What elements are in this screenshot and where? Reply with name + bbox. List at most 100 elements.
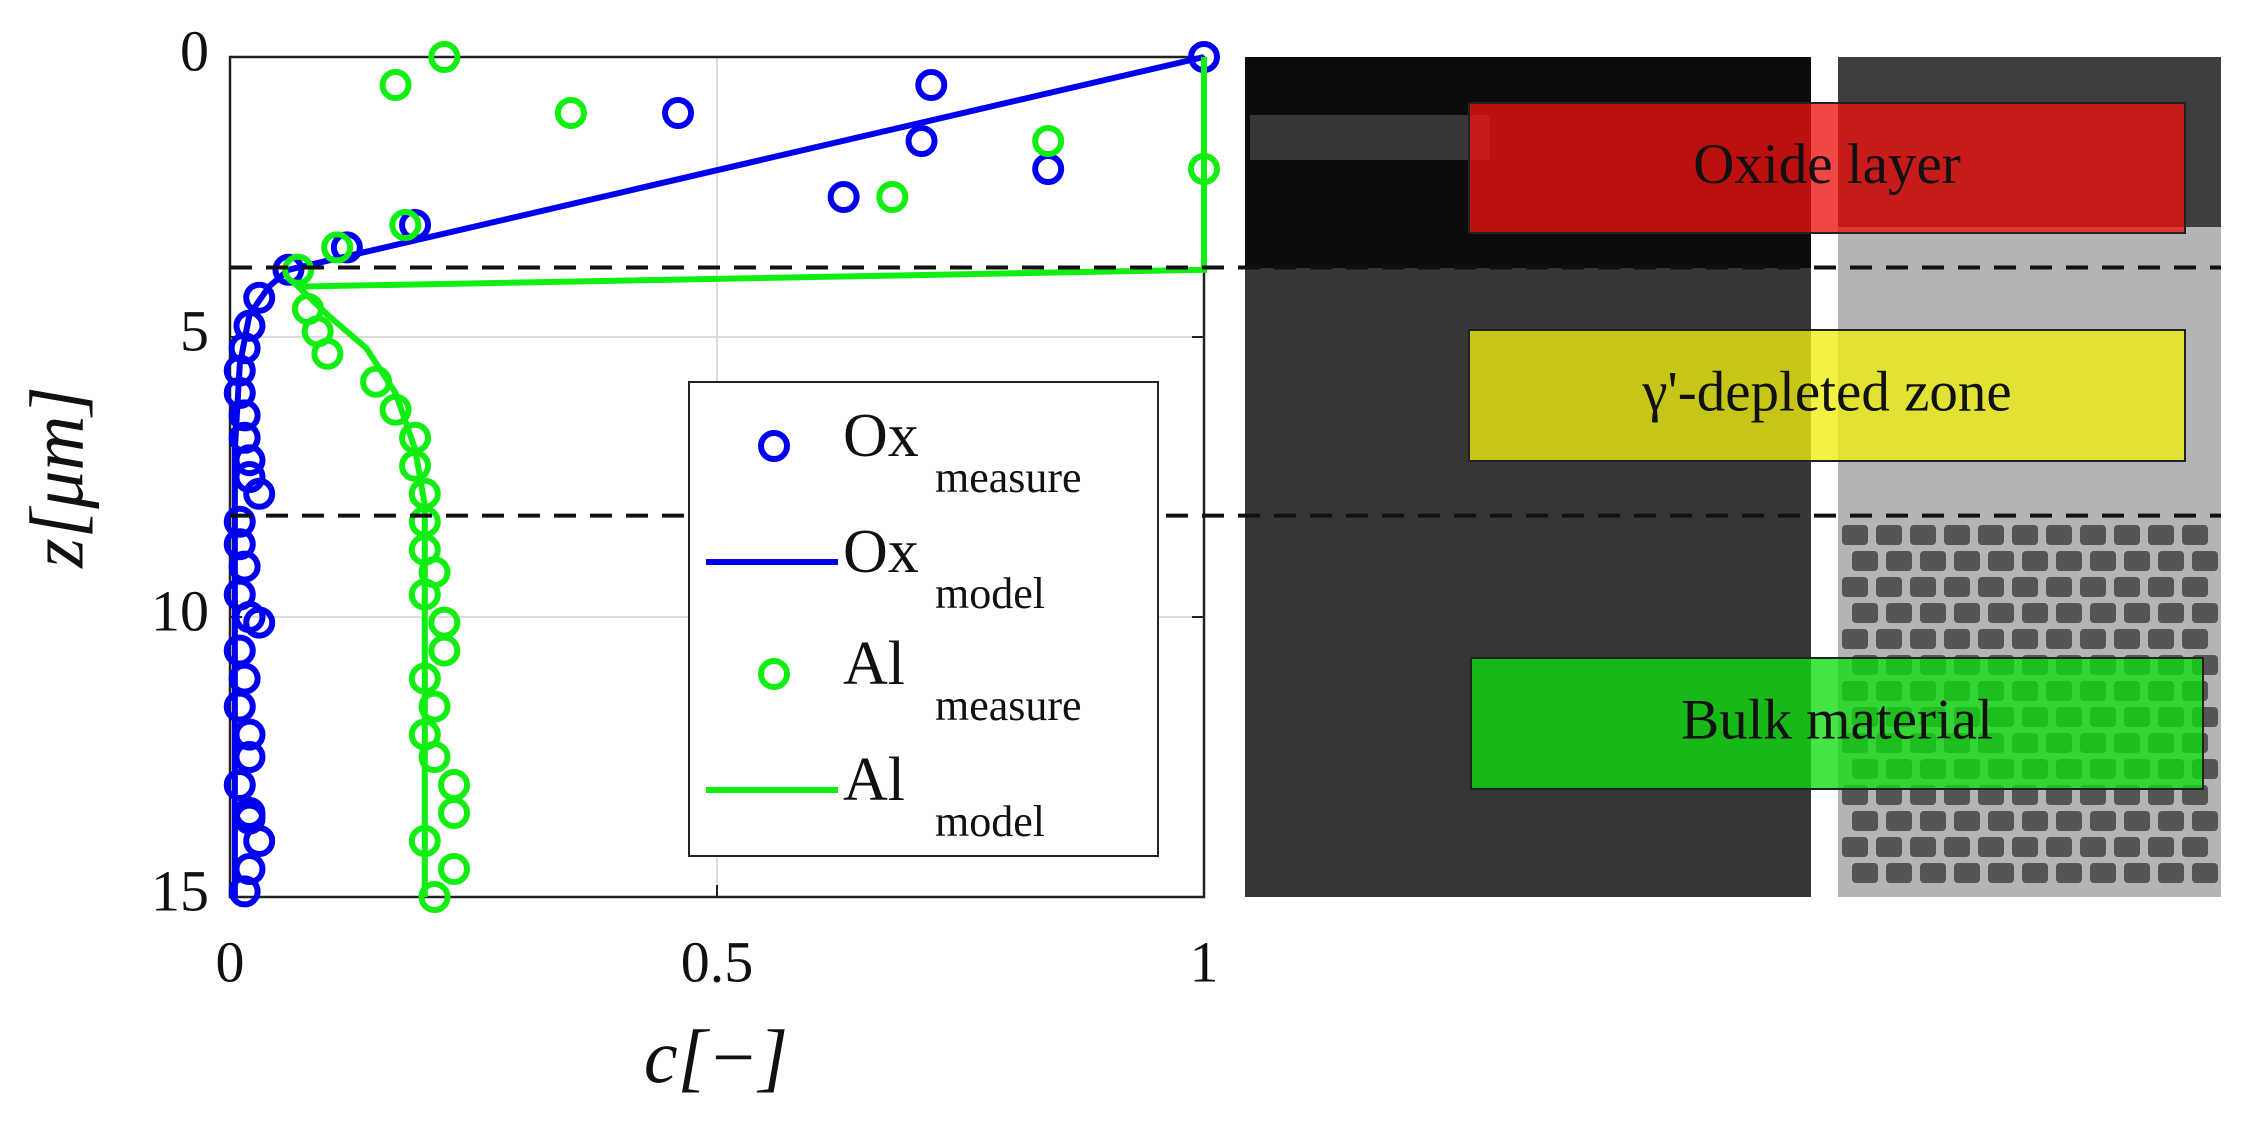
image-block: [2114, 629, 2140, 649]
measure-point: [915, 69, 948, 101]
image-block: [1852, 863, 1878, 883]
x-tick-label: 0: [216, 929, 245, 994]
annotation-label: Oxide layer: [1693, 133, 1960, 196]
measure-point: [243, 606, 276, 639]
image-block: [1910, 525, 1936, 545]
image-block: [2124, 863, 2150, 883]
measure-point: [311, 337, 344, 370]
image-block: [1988, 863, 2014, 883]
legend-marker: [758, 430, 790, 462]
image-block: [2182, 629, 2208, 649]
measure-point: [428, 634, 461, 667]
image-block: [1978, 577, 2004, 597]
image-block: [2192, 863, 2218, 883]
x-tick-label: 1: [1190, 929, 1219, 994]
measure-point: [379, 69, 412, 101]
image-block: [1920, 863, 1946, 883]
image-block: [2080, 577, 2106, 597]
image-block: [2080, 525, 2106, 545]
image-block: [1910, 837, 1936, 857]
measure-point: [243, 281, 276, 314]
measure-point: [228, 399, 261, 432]
image-block: [2012, 525, 2038, 545]
legend-label: Al: [843, 746, 905, 814]
image-block: [2124, 603, 2150, 623]
annotation-label: Bulk material: [1681, 689, 1993, 752]
image-block: [2046, 525, 2072, 545]
annotation-box: [1468, 329, 2186, 462]
image-block: [2192, 551, 2218, 571]
image-block: [2022, 603, 2048, 623]
measure-point: [438, 797, 471, 829]
image-block: [2182, 577, 2208, 597]
measure-point: [418, 690, 451, 723]
x-axis-label: c[−]: [644, 1015, 788, 1099]
image-block: [1988, 811, 2014, 831]
image-block: [1954, 811, 1980, 831]
image-block: [2012, 629, 2038, 649]
image-block: [2114, 577, 2140, 597]
legend: [688, 381, 1159, 857]
legend-marker: [758, 658, 790, 690]
axes-frame: [228, 55, 1206, 899]
annotation-box: [1470, 657, 2204, 790]
image-block: [2148, 837, 2174, 857]
image-block: [1978, 837, 2004, 857]
measure-point: [321, 231, 354, 264]
measure-point: [389, 209, 422, 241]
y-tick-label: 15: [151, 858, 209, 923]
image-block: [2056, 603, 2082, 623]
image-block: [2148, 629, 2174, 649]
measure-point: [827, 181, 860, 213]
image-block: [1954, 863, 1980, 883]
image-block: [2022, 551, 2048, 571]
image-block: [1842, 629, 1868, 649]
model-line: [231, 54, 1205, 897]
image-block: [1852, 603, 1878, 623]
image-block: [1944, 577, 1970, 597]
model-line: [290, 57, 1207, 897]
legend-subscript: model: [935, 797, 1045, 846]
image-block: [2090, 551, 2116, 571]
legend-subscript: model: [935, 569, 1045, 618]
image-block: [2090, 811, 2116, 831]
image-block: [1886, 603, 1912, 623]
image-block: [1978, 525, 2004, 545]
image-block: [2124, 551, 2150, 571]
measure-point: [428, 41, 461, 73]
image-block: [1842, 525, 1868, 545]
image-block: [2182, 837, 2208, 857]
measure-point: [223, 505, 256, 538]
measure-point: [418, 881, 451, 913]
image-block: [2182, 525, 2208, 545]
image-block: [1978, 629, 2004, 649]
image-block: [2046, 629, 2072, 649]
image-block: [1910, 577, 1936, 597]
image-block: [1954, 551, 1980, 571]
measure-point: [228, 875, 261, 908]
image-block: [2056, 551, 2082, 571]
image-block: [1988, 603, 2014, 623]
image-block: [2192, 811, 2218, 831]
image-block: [1910, 629, 1936, 649]
x-tick-label: 0.5: [681, 929, 754, 994]
measure-point: [662, 97, 695, 129]
legend-label: Al: [843, 630, 905, 698]
image-block: [1876, 525, 1902, 545]
image-block: [2046, 577, 2072, 597]
image-block: [2114, 525, 2140, 545]
image-block: [1852, 551, 1878, 571]
image-block: [1920, 811, 1946, 831]
y-tick-label: 5: [180, 298, 209, 363]
y-tick-label: 10: [151, 578, 209, 643]
image-block: [1842, 577, 1868, 597]
image-block: [2158, 603, 2184, 623]
measure-point: [223, 690, 256, 723]
image-block: [1988, 551, 2014, 571]
measure-point: [876, 181, 909, 213]
y-tick-label: 0: [180, 18, 209, 83]
image-block: [1944, 837, 1970, 857]
image-block: [1944, 629, 1970, 649]
legend-label: Ox: [843, 518, 919, 586]
